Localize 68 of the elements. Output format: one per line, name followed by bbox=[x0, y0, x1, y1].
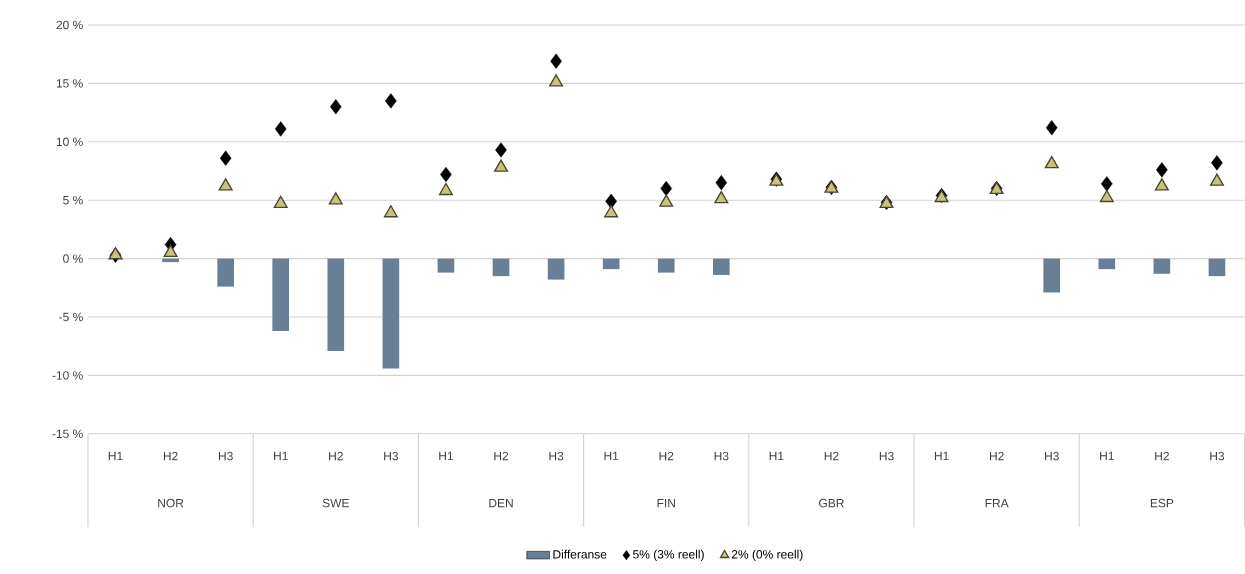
x-tick-label: H2 bbox=[1155, 451, 1169, 461]
y-tick-label: 10 % bbox=[56, 137, 83, 147]
point bbox=[330, 99, 342, 115]
x-tick-label: H1 bbox=[439, 451, 454, 461]
x-tick-label: H3 bbox=[1210, 451, 1225, 461]
x-tick-label: H3 bbox=[549, 451, 564, 461]
point bbox=[659, 194, 674, 207]
point bbox=[1101, 176, 1113, 192]
point bbox=[660, 181, 672, 197]
legend-label: 2% (0% reell) bbox=[731, 549, 803, 562]
x-tick-label: H2 bbox=[329, 451, 343, 461]
y-tick-label: 15 % bbox=[56, 79, 83, 88]
y-tick-label: 5 % bbox=[63, 196, 83, 205]
point bbox=[219, 150, 232, 166]
x-tick-label: H1 bbox=[274, 451, 288, 461]
point bbox=[550, 53, 562, 69]
x-tick-label: H2 bbox=[989, 451, 1004, 461]
text: FRA bbox=[985, 499, 1009, 508]
point bbox=[549, 74, 564, 87]
point bbox=[495, 142, 507, 158]
point bbox=[274, 121, 287, 137]
x-tick-label: H3 bbox=[218, 451, 233, 461]
x-tick-label: H1 bbox=[604, 451, 619, 461]
point bbox=[1154, 178, 1169, 191]
x-tick-label: H2 bbox=[659, 451, 674, 461]
x-tick-label: H1 bbox=[934, 451, 949, 461]
legend-label: Differanse bbox=[553, 549, 607, 559]
point bbox=[385, 93, 397, 109]
legend-label: 5% (3% reell) bbox=[633, 549, 704, 562]
point bbox=[1156, 162, 1168, 178]
x-tick-label: H1 bbox=[1100, 451, 1114, 461]
text: GBR bbox=[819, 498, 844, 508]
point bbox=[604, 205, 619, 218]
point bbox=[440, 167, 452, 183]
point bbox=[328, 192, 343, 205]
point bbox=[163, 244, 178, 258]
x-tick-label: H3 bbox=[879, 451, 894, 461]
y-tick-label: 20 % bbox=[56, 20, 83, 30]
text: DEN bbox=[489, 499, 513, 508]
point bbox=[218, 178, 233, 191]
point bbox=[383, 205, 398, 218]
text: SWE bbox=[322, 498, 349, 508]
point bbox=[605, 193, 617, 210]
x-tick-label: H2 bbox=[494, 451, 509, 461]
x-tick-label: H2 bbox=[163, 451, 178, 461]
x-tick-label: H2 bbox=[824, 451, 839, 461]
y-tick-label: -10 % bbox=[52, 371, 83, 380]
x-tick-label: H3 bbox=[1045, 451, 1059, 461]
y-tick-label: 0 % bbox=[63, 254, 83, 263]
point bbox=[1045, 120, 1058, 136]
point bbox=[1211, 155, 1223, 171]
x-tick-label: H3 bbox=[714, 451, 729, 461]
text: NOR bbox=[158, 498, 184, 508]
y-tick-label: -5 % bbox=[59, 312, 83, 322]
point bbox=[1209, 173, 1224, 186]
x-tick-label: H3 bbox=[384, 451, 399, 461]
point bbox=[715, 175, 728, 191]
text: FIN bbox=[657, 499, 675, 508]
text: ESP bbox=[1150, 498, 1174, 508]
point bbox=[714, 191, 729, 204]
point bbox=[493, 159, 509, 172]
point bbox=[1099, 189, 1114, 203]
y-tick-label: -15 % bbox=[52, 429, 83, 439]
point bbox=[273, 195, 288, 209]
point bbox=[1044, 156, 1059, 169]
x-tick-label: H1 bbox=[108, 451, 123, 461]
point bbox=[438, 182, 453, 196]
x-tick-label: H1 bbox=[769, 451, 784, 461]
